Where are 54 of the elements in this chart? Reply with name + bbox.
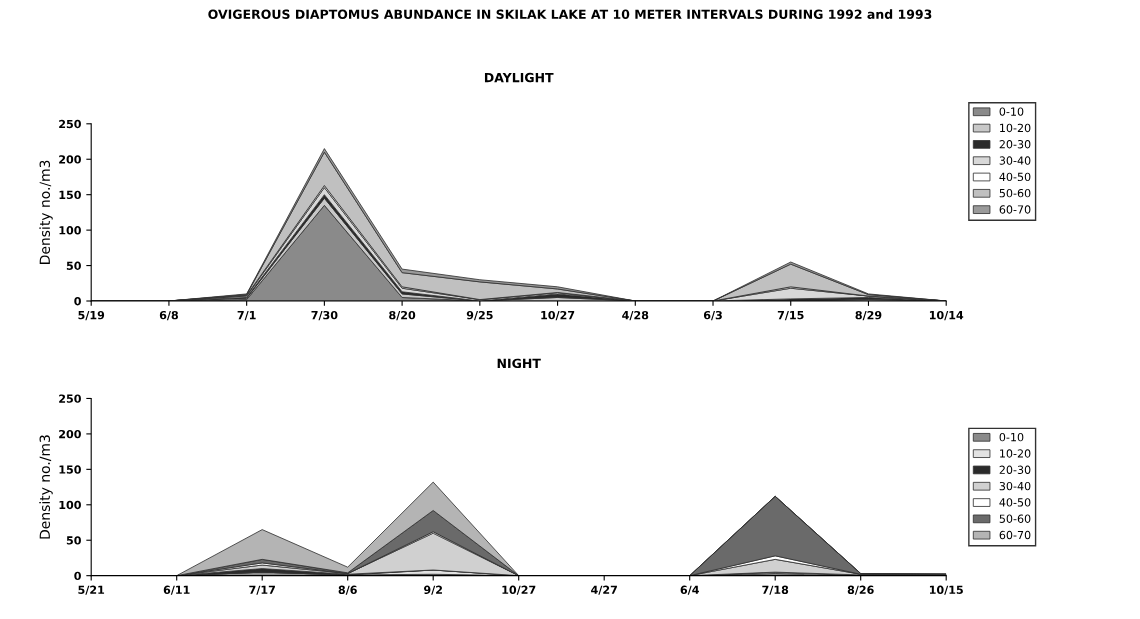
y-axis-title: Density no./m3 xyxy=(39,435,53,539)
x-tick-label: 10/14 xyxy=(929,310,964,321)
x-tick-label: 8/29 xyxy=(855,310,882,321)
x-tick-label: 10/15 xyxy=(929,585,963,595)
legend-label: 60-70 xyxy=(999,530,1031,540)
x-tick-label: 4/28 xyxy=(622,310,649,321)
chart-title: NIGHT xyxy=(497,358,541,369)
x-tick-label: 8/26 xyxy=(847,585,874,595)
x-tick-label: 6/11 xyxy=(163,585,190,595)
x-tick-label: 6/3 xyxy=(703,310,722,321)
x-tick-label: 7/1 xyxy=(237,311,256,321)
y-tick-label: 250 xyxy=(59,394,81,403)
x-tick-label: 8/20 xyxy=(389,310,416,321)
legend-label: 0-10 xyxy=(999,432,1024,442)
x-tick-label: 5/19 xyxy=(78,310,105,321)
y-tick-label: 200 xyxy=(59,155,81,164)
y-tick-label: 50 xyxy=(66,261,81,270)
y-tick-label: 100 xyxy=(59,226,81,235)
x-tick-label: 6/4 xyxy=(680,585,699,595)
x-tick-label: 9/25 xyxy=(466,310,493,321)
legend-label: 0-10 xyxy=(999,107,1024,116)
chart-title: OVIGEROUS DIAPTOMUS ABUNDANCE IN SKILAK LAKE AT 10 METER INTERVALS DURING 1992 and 1993 xyxy=(208,9,932,19)
legend-label: 30-40 xyxy=(999,156,1031,165)
x-tick-label: 7/17 xyxy=(249,585,275,595)
legend-label: 50-60 xyxy=(999,188,1031,198)
legend-label: 10-20 xyxy=(1000,449,1031,458)
y-tick-label: 150 xyxy=(59,190,81,200)
legend-label: 40-50 xyxy=(999,172,1031,182)
legend-label: 40-50 xyxy=(999,498,1031,507)
x-tick-label: 7/15 xyxy=(777,311,804,321)
y-tick-label: 100 xyxy=(59,500,81,510)
y-tick-label: 50 xyxy=(66,536,81,545)
x-tick-label: 9/2 xyxy=(424,585,442,595)
y-tick-label: 0 xyxy=(74,571,81,581)
legend-label: 50-60 xyxy=(999,514,1031,523)
x-tick-label: 4/27 xyxy=(591,585,617,595)
y-tick-label: 250 xyxy=(59,119,81,129)
y-tick-label: 150 xyxy=(59,465,81,474)
legend-label: 20-30 xyxy=(999,140,1031,149)
x-tick-label: 7/30 xyxy=(311,310,338,321)
y-axis-title: Density no./m3 xyxy=(39,160,53,264)
y-tick-label: 0 xyxy=(74,296,81,306)
x-tick-label: 10/27 xyxy=(541,310,575,321)
x-tick-label: 6/8 xyxy=(159,310,178,321)
x-tick-label: 7/18 xyxy=(762,585,789,595)
y-tick-label: 200 xyxy=(59,429,81,439)
x-tick-label: 5/21 xyxy=(78,585,105,595)
legend-label: 10-20 xyxy=(1000,123,1031,133)
legend-label: 60-70 xyxy=(999,205,1031,214)
legend-label: 20-30 xyxy=(999,465,1031,474)
x-tick-label: 8/6 xyxy=(338,585,357,595)
x-tick-label: 10/27 xyxy=(502,585,536,595)
chart-subtitle: DAYLIGHT xyxy=(484,72,554,83)
legend-label: 30-40 xyxy=(999,481,1031,491)
